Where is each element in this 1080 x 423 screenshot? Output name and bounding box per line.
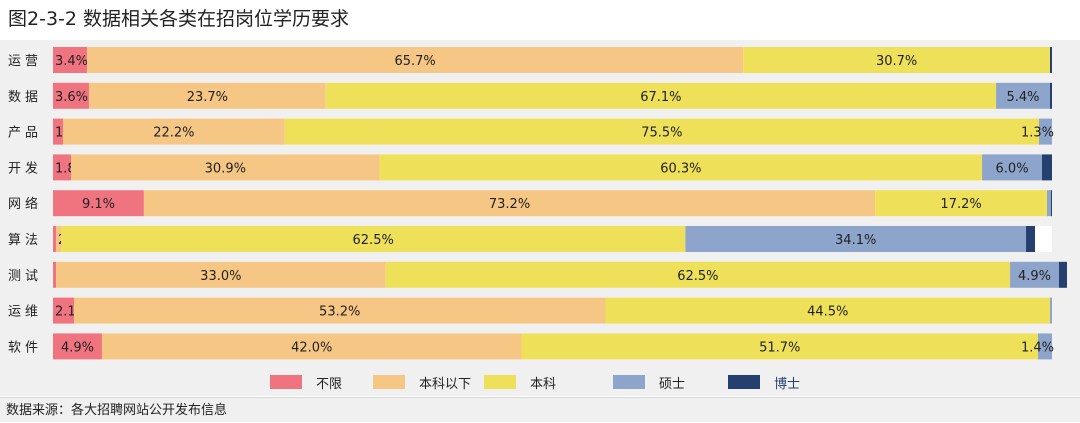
bar-segment — [982, 154, 1043, 181]
bar-segment — [73, 297, 606, 324]
data-label: 3.6% — [55, 90, 88, 105]
chart-title: 图2-3-2 数据相关各类在招岗位学历要求 — [8, 8, 350, 30]
bar-segment — [1050, 297, 1052, 324]
category-label: 网络 — [8, 196, 42, 212]
data-label: 3.4% — [55, 54, 88, 69]
category-label: 测试 — [8, 269, 42, 284]
legend-label: 不限 — [316, 376, 343, 392]
bar-segment — [284, 118, 1040, 145]
data-label: 62.5% — [677, 269, 718, 284]
category-label: 运营 — [8, 54, 42, 69]
bar-segment — [379, 154, 983, 181]
category-label: 算法 — [8, 233, 42, 248]
bar-segment — [88, 82, 326, 109]
category-label: 数据 — [8, 90, 42, 105]
data-label: 62.5% — [353, 233, 394, 248]
bar-segment — [1050, 82, 1052, 109]
data-label: 4.9% — [1018, 269, 1051, 284]
data-label: 22.2% — [153, 126, 194, 141]
legend-swatch — [484, 375, 516, 389]
bar-segment — [1026, 226, 1036, 252]
bar-segment — [996, 82, 1051, 109]
legend-swatch — [613, 375, 645, 389]
data-label: 53.2% — [319, 305, 360, 320]
bar-segment — [143, 190, 876, 217]
bar-segment — [53, 82, 89, 109]
data-label: 73.2% — [489, 197, 530, 212]
bar-segment — [325, 82, 997, 109]
data-label: 67.1% — [640, 90, 681, 105]
legend-item: 本科以下 — [373, 374, 472, 392]
data-label: 44.5% — [807, 305, 848, 320]
bar-segment — [101, 333, 522, 360]
bar-segment — [1051, 190, 1052, 217]
bar-segment — [55, 226, 61, 252]
bar-segment — [53, 261, 56, 288]
data-label: 6.0% — [996, 161, 1029, 176]
bar-segment — [1039, 118, 1052, 145]
legend: 不限 本科以下 本科 硕士 博士 — [0, 368, 1080, 396]
bar-segment — [53, 226, 56, 252]
bar-segment — [55, 261, 386, 288]
legend-swatch — [728, 375, 760, 389]
data-label: 65.7% — [394, 54, 435, 69]
legend-label: 硕士 — [659, 376, 686, 392]
bar-segment — [1050, 47, 1052, 73]
data-label: 9.1% — [82, 197, 115, 212]
data-label: 23.7% — [187, 90, 228, 105]
bar-segment — [685, 226, 1027, 252]
bar-segment — [1047, 190, 1052, 217]
legend-item: 博士 — [728, 374, 801, 392]
legend-swatch — [373, 375, 405, 389]
bar-segment — [1038, 333, 1052, 360]
bar-segment — [53, 190, 144, 217]
bar-segment — [743, 47, 1051, 73]
legend-swatch — [270, 375, 302, 389]
bar-segment — [53, 118, 63, 145]
bar-segment — [62, 118, 285, 145]
data-label: 17.2% — [940, 197, 981, 212]
data-label: 30.9% — [205, 161, 246, 176]
bar-segment — [1058, 261, 1067, 288]
data-label: 5.4% — [1007, 90, 1040, 105]
source-note: 数据来源：各大招聘网站公开发布信息 — [0, 397, 1080, 422]
legend-label: 本科以下 — [419, 376, 472, 392]
data-label: 33.0% — [200, 269, 241, 284]
bar-segment — [86, 47, 744, 73]
chart-area: 运营 3.4% 65.7% 30.7% 数据 3.6% 23.7% 67.1% 5.4% 产品 1.… — [0, 40, 1080, 368]
category-label: 运维 — [8, 305, 42, 320]
data-label: 1.4% — [1021, 340, 1054, 355]
legend-label: 本科 — [530, 376, 557, 392]
data-label: 4.9% — [61, 340, 94, 355]
bar-segment — [53, 154, 71, 181]
data-label: 1.3% — [1021, 126, 1054, 141]
bar-segment — [1042, 154, 1052, 181]
category-label: 软件 — [8, 340, 42, 355]
bar-segment — [53, 47, 87, 73]
data-label: 51.7% — [759, 340, 800, 355]
bar-segment — [70, 154, 380, 181]
bar-segment — [1010, 261, 1059, 288]
bar-segment — [60, 226, 686, 252]
bar-segment — [385, 261, 1011, 288]
stacked-bar-chart: 运营 3.4% 65.7% 30.7% 数据 3.6% 23.7% 67.1% 5.4% 产品 1.… — [8, 47, 1067, 360]
legend-item: 不限 — [270, 374, 343, 392]
legend-item: 本科 — [484, 374, 557, 392]
data-label: 60.3% — [660, 161, 701, 176]
data-label: 42.0% — [291, 340, 332, 355]
bar-segment — [521, 333, 1039, 360]
data-label: 34.1% — [835, 233, 876, 248]
data-label: 30.7% — [876, 54, 917, 69]
category-label: 开发 — [8, 160, 42, 176]
data-label: 75.5% — [641, 126, 682, 141]
bar-segment — [53, 333, 102, 360]
bar-segment — [53, 297, 74, 324]
bar-segment — [605, 297, 1051, 324]
legend-label: 博士 — [774, 376, 801, 392]
legend-item: 硕士 — [613, 374, 686, 392]
bar-segment — [875, 190, 1048, 217]
category-label: 产品 — [8, 126, 42, 141]
